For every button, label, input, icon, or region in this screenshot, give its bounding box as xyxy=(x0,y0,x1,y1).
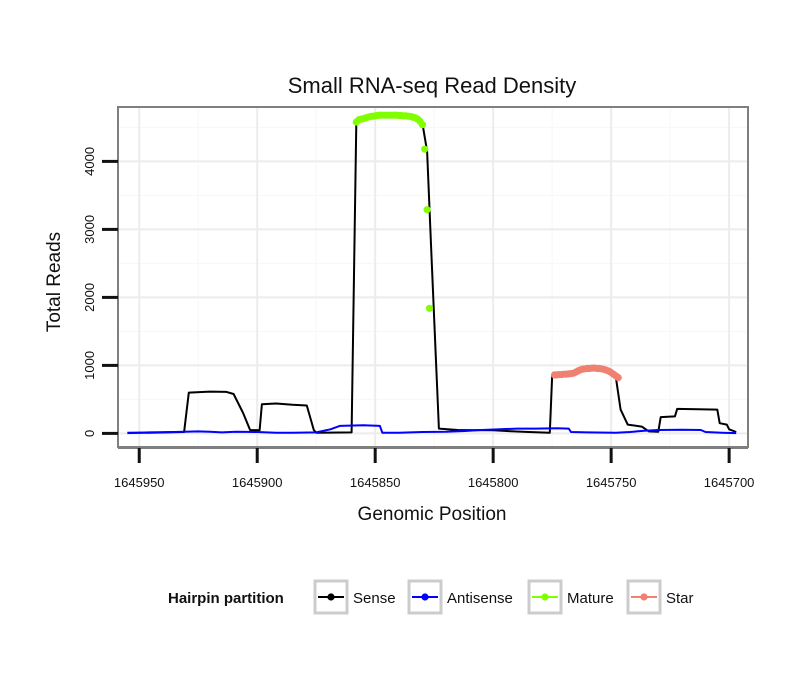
data-point-mature xyxy=(421,145,429,153)
legend-label-antisense: Antisense xyxy=(447,590,513,607)
data-point-mature xyxy=(418,121,426,129)
legend-key-point-sense xyxy=(327,593,335,601)
data-point-mature xyxy=(425,304,434,312)
plot-area-group xyxy=(118,107,748,447)
y-tick-label: 4000 xyxy=(82,147,97,176)
legend-label-mature: Mature xyxy=(567,590,614,607)
legend-key-point-mature xyxy=(541,593,549,601)
x-tick-label: 1645800 xyxy=(468,475,519,490)
data-point-star xyxy=(614,374,622,382)
axes-group: 1645950 1645900 1645850 1645800 1645750 16457… xyxy=(82,106,755,490)
legend: Hairpin partition Sense Antisense Mature St… xyxy=(168,579,694,615)
series-line-sense xyxy=(127,114,737,434)
series-line-antisense xyxy=(127,424,737,435)
y-tick-label: 3000 xyxy=(82,215,97,244)
y-tick-label: 1000 xyxy=(82,351,97,380)
legend-label-sense: Sense xyxy=(353,590,396,607)
x-axis-title: Genomic Position xyxy=(358,504,507,525)
legend-key-point-antisense xyxy=(421,593,429,601)
legend-title: Hairpin partition xyxy=(168,590,284,607)
x-tick-label: 1645700 xyxy=(704,475,755,490)
legend-label-star: Star xyxy=(666,590,694,607)
y-tick-label: 2000 xyxy=(82,283,97,312)
data-point-mature xyxy=(423,206,431,214)
chart-title: Small RNA-seq Read Density xyxy=(288,73,577,98)
legend-key-point-star xyxy=(640,593,648,601)
x-tick-label: 1645900 xyxy=(232,475,283,490)
x-tick-label: 1645850 xyxy=(350,475,401,490)
y-axis-title: Total Reads xyxy=(44,232,65,332)
y-tick-label: 0 xyxy=(82,430,97,437)
x-tick-label: 1645950 xyxy=(114,475,165,490)
x-tick-label: 1645750 xyxy=(586,475,637,490)
